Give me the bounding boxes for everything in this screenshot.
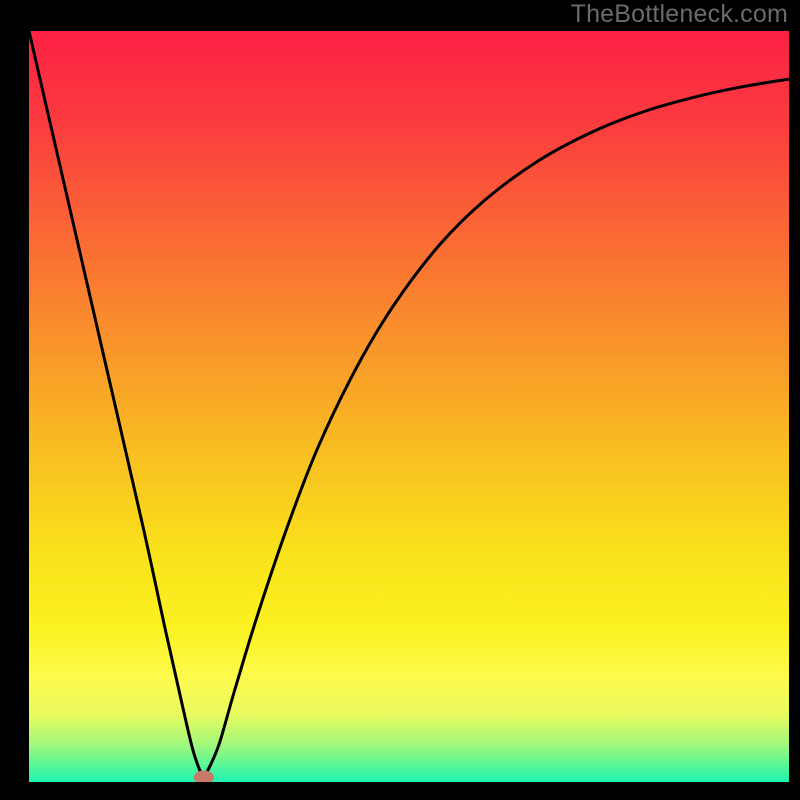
chart-frame: TheBottleneck.com	[0, 0, 800, 800]
chart-background-gradient	[29, 31, 789, 782]
bottleneck-chart	[0, 0, 800, 800]
watermark-text: TheBottleneck.com	[571, 0, 788, 29]
